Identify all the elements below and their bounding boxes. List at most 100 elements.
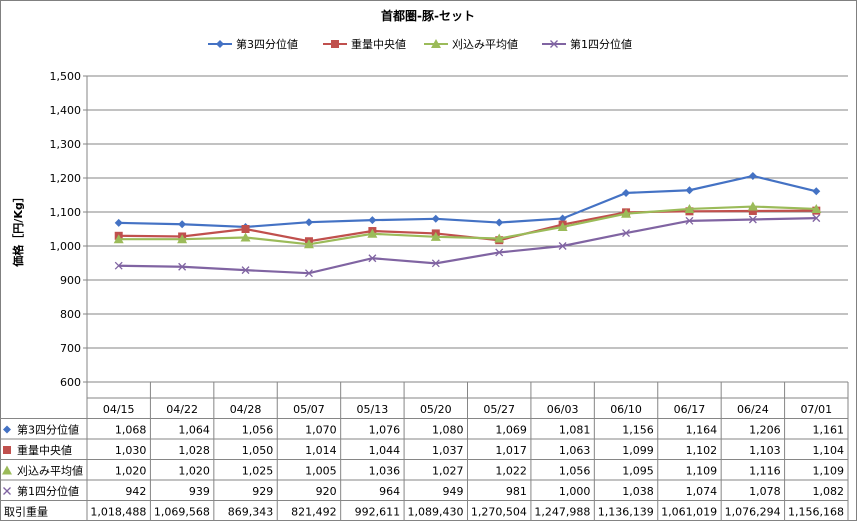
- data-point: [684, 203, 695, 213]
- legend-label: 第1四分位値: [570, 37, 632, 51]
- table-cell: 1,109: [813, 465, 845, 478]
- data-point: [748, 171, 757, 180]
- x-tick-label: 05/20: [420, 403, 452, 416]
- table-cell: 964: [379, 485, 400, 498]
- data-point: [495, 248, 504, 257]
- series-triangle: [113, 201, 822, 249]
- data-point: [621, 208, 632, 218]
- table-cell: 939: [189, 485, 210, 498]
- table-cell: 1,161: [813, 424, 845, 437]
- table-cell: 981: [506, 485, 527, 498]
- x-tick-label: 06/10: [610, 403, 642, 416]
- y-tick-label: 700: [60, 342, 81, 355]
- table-legend-key: [2, 465, 12, 475]
- table-cell: 1,206: [749, 424, 781, 437]
- table-cell: 1,116: [749, 465, 781, 478]
- y-axis-label: 価格［円/Kg］: [11, 191, 25, 267]
- data-point: [304, 269, 313, 278]
- legend-label: 第3四分位値: [236, 37, 298, 51]
- data-point: [812, 214, 821, 223]
- data-point: [430, 231, 441, 241]
- data-point: [622, 188, 631, 197]
- data-point: [495, 218, 504, 227]
- table-cell: 1,074: [686, 485, 718, 498]
- table-cell: 1,070: [305, 424, 337, 437]
- table-cell: 1,270,504: [471, 506, 527, 519]
- chart-title: 首都圏-豚-セット: [381, 8, 475, 23]
- table-cell: 1,028: [178, 444, 210, 457]
- data-point: [685, 186, 694, 195]
- table-cell: 942: [125, 485, 146, 498]
- x-tick-label: 05/13: [357, 403, 389, 416]
- data-point: [368, 254, 377, 263]
- x-tick-label: 06/24: [737, 403, 769, 416]
- table-cell: 920: [316, 485, 337, 498]
- data-point: [748, 206, 757, 215]
- series-line: [118, 174, 817, 229]
- data-point: [178, 262, 187, 271]
- table-cell: 1,109: [686, 465, 718, 478]
- table-cell: 1,076,294: [725, 506, 781, 519]
- table-cell: 1,247,988: [534, 506, 590, 519]
- table-cell: 1,027: [432, 465, 464, 478]
- table-legend-key: [3, 446, 11, 454]
- legend-item: 第3四分位値: [208, 37, 298, 51]
- legend-item: 刈込み平均値: [424, 38, 518, 51]
- data-point: [812, 187, 821, 196]
- table-row-label: 第1四分位値: [17, 484, 79, 498]
- table-cell: 1,036: [369, 465, 401, 478]
- data-point: [368, 216, 377, 225]
- table-cell: 821,492: [291, 506, 337, 519]
- grid: [87, 75, 848, 383]
- y-tick-label: 1,300: [50, 138, 82, 151]
- table-cell: 1,136,139: [598, 506, 654, 519]
- data-point: [304, 218, 313, 227]
- table-cell: 1,018,488: [90, 506, 146, 519]
- data-point: [113, 234, 124, 244]
- table-row-label: 刈込み平均値: [17, 465, 83, 478]
- table-cell: 1,156,168: [788, 506, 844, 519]
- legend-marker: [431, 39, 441, 48]
- y-tick-label: 800: [60, 308, 81, 321]
- y-tick-label: 1,100: [50, 206, 82, 219]
- series-line: [118, 205, 817, 246]
- table-cell: 1,020: [115, 465, 147, 478]
- data-point: [241, 225, 250, 233]
- legend-marker: [550, 40, 558, 48]
- data-point: [367, 228, 378, 238]
- table-cell: 1,102: [686, 444, 718, 457]
- data-point: [431, 259, 440, 268]
- y-tick-label: 1,000: [50, 240, 82, 253]
- table-cell: 1,038: [622, 485, 654, 498]
- table-cell: 1,022: [495, 465, 527, 478]
- data-point: [811, 203, 822, 213]
- table-cell: 869,343: [228, 506, 274, 519]
- table-cell: 1,099: [622, 444, 654, 457]
- table-cell: 1,063: [559, 444, 591, 457]
- data-point: [303, 239, 314, 249]
- table-cell: 1,014: [305, 444, 337, 457]
- table-cell: 1,076: [369, 424, 401, 437]
- table-cell: 1,069: [495, 424, 527, 437]
- table-cell: 1,020: [178, 465, 210, 478]
- x-tick-label: 04/22: [166, 403, 198, 416]
- table-cell: 929: [252, 485, 273, 498]
- y-tick-label: 900: [60, 274, 81, 287]
- table-cell: 1,164: [686, 424, 718, 437]
- x-tick-label: 05/07: [293, 403, 325, 416]
- legend-item: 重量中央値: [323, 37, 406, 51]
- table-cell: 1,050: [242, 444, 274, 457]
- table-cell: 1,068: [115, 424, 147, 437]
- table-row-label: 取引重量: [4, 505, 48, 519]
- table-legend-key: [3, 487, 11, 495]
- data-point: [178, 220, 187, 229]
- table-row-label: 第3四分位値: [17, 423, 79, 437]
- y-tick-label: 600: [60, 376, 81, 389]
- y-axis: 600 700 800 900 1,000 1,100 1,200 1,300 1,400 1,5…: [50, 70, 88, 389]
- x-tick-label: 06/03: [547, 403, 579, 416]
- legend-item: 第1四分位値: [542, 37, 632, 51]
- data-table: 04/15 04/22 04/28 05/07 05/13 05/20 05/27 06/03…: [0, 382, 849, 521]
- table-cell: 1,030: [115, 444, 147, 457]
- table-cell: 1,064: [178, 424, 210, 437]
